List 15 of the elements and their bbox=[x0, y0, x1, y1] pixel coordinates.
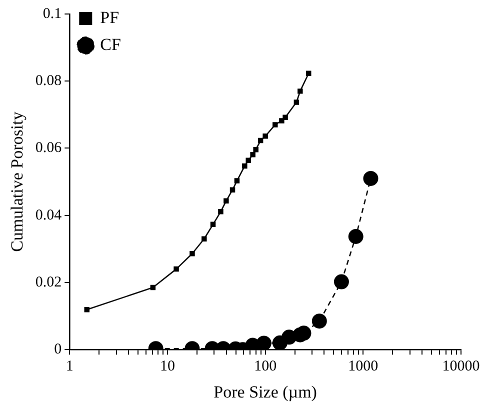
x-tick-label: 10000 bbox=[442, 358, 480, 375]
x-tick-label: 10 bbox=[160, 358, 175, 375]
y-tick-label: 0 bbox=[54, 342, 62, 358]
y-axis-title: Cumulative Porosity bbox=[8, 111, 27, 252]
legend-label: CF bbox=[100, 34, 121, 54]
y-tick-label: 0.06 bbox=[35, 140, 62, 156]
x-axis-title: Pore Size (µm) bbox=[214, 382, 317, 402]
y-tick-label: 0.08 bbox=[35, 73, 62, 90]
x-tick-label: 1000 bbox=[348, 358, 378, 375]
y-tick-label: 0.04 bbox=[35, 207, 62, 224]
y-tick-label: 0.1 bbox=[42, 6, 62, 22]
legend-label: PF bbox=[100, 8, 120, 27]
y-tick-label: 0.02 bbox=[35, 274, 62, 290]
x-tick-label: 100 bbox=[254, 358, 277, 375]
x-tick-label: 1 bbox=[66, 358, 74, 375]
